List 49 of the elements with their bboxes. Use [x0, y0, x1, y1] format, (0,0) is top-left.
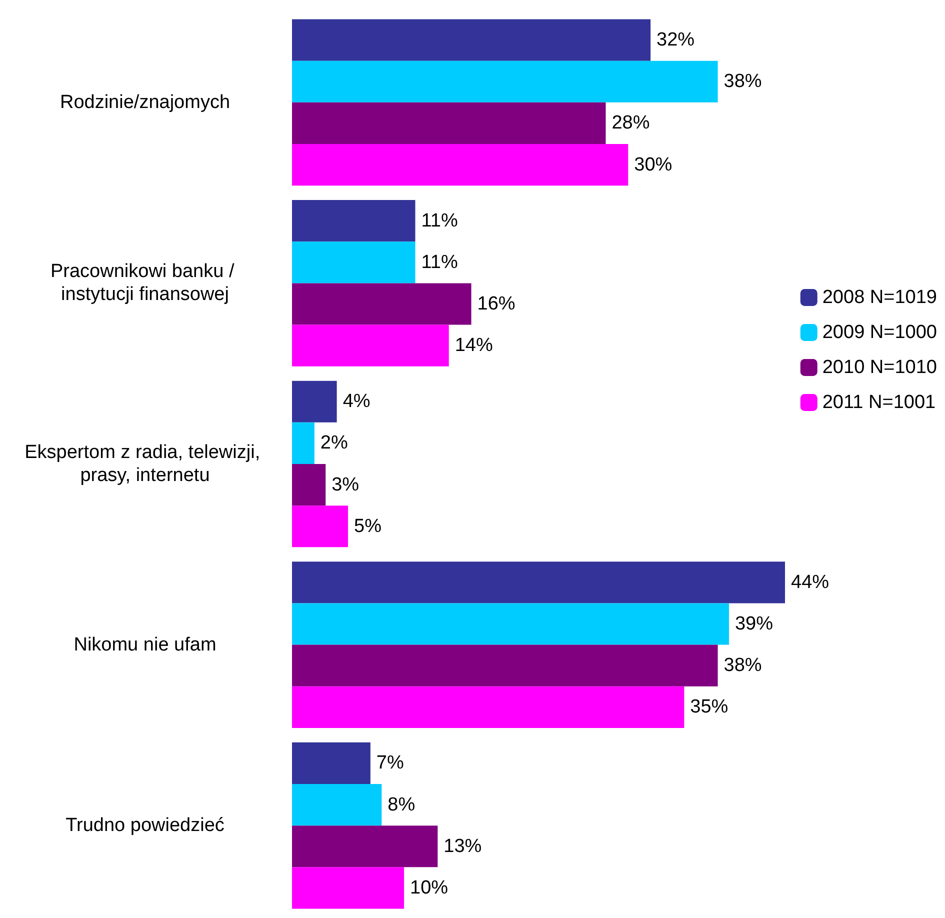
y-tick-label: Pracownikowi banku / instytucji finansowej — [50, 261, 240, 306]
data-label: 11% — [421, 252, 458, 273]
bar — [292, 464, 326, 506]
data-label: 14% — [454, 335, 493, 356]
data-label: 16% — [477, 293, 516, 314]
data-label: 38% — [724, 71, 762, 92]
bar — [292, 324, 449, 366]
data-label: 30% — [634, 154, 672, 176]
bar — [292, 506, 348, 548]
data-label: 2% — [320, 432, 348, 454]
y-tick-label: Rodzinie/znajomych — [60, 92, 230, 113]
y-tick-label: Nikomu nie ufam — [74, 634, 216, 656]
bar — [292, 380, 337, 422]
data-label: 4% — [342, 391, 370, 412]
bar — [292, 784, 382, 826]
data-label: 3% — [332, 474, 360, 496]
data-label: 13% — [444, 836, 482, 857]
y-tick-label: Ekspertom z radia, telewizji, prasy, internetu — [24, 442, 266, 486]
data-label: 44% — [791, 572, 830, 593]
bar — [292, 60, 718, 102]
data-label: 32% — [656, 30, 695, 51]
legend-label: 2008 N=1019 — [822, 287, 938, 308]
bar — [292, 144, 628, 186]
bar — [292, 562, 785, 604]
bar — [292, 686, 684, 728]
bar — [292, 200, 416, 242]
data-label: 11% — [421, 210, 458, 232]
bar — [292, 242, 416, 284]
legend-label: 2011 N=1001 — [822, 392, 936, 413]
data-label: 28% — [612, 112, 650, 134]
data-label: 35% — [690, 696, 728, 718]
bar — [292, 826, 438, 868]
bar — [292, 283, 472, 325]
bar — [292, 644, 718, 686]
data-label: 10% — [410, 877, 448, 898]
legend-label: 2009 N=1000 — [822, 322, 938, 343]
bar — [292, 867, 404, 909]
data-label: 8% — [388, 794, 416, 816]
y-tick-label: Trudno powiedzieć — [66, 815, 224, 836]
bar — [292, 19, 651, 61]
data-label: 7% — [376, 752, 404, 774]
bar — [292, 102, 606, 144]
data-label: 5% — [354, 516, 382, 537]
bar — [292, 422, 314, 464]
data-label: 38% — [724, 655, 762, 676]
bar — [292, 603, 729, 645]
data-label: 39% — [734, 614, 774, 635]
bar — [292, 742, 370, 784]
legend-label: 2010 N=1010 — [822, 357, 938, 378]
